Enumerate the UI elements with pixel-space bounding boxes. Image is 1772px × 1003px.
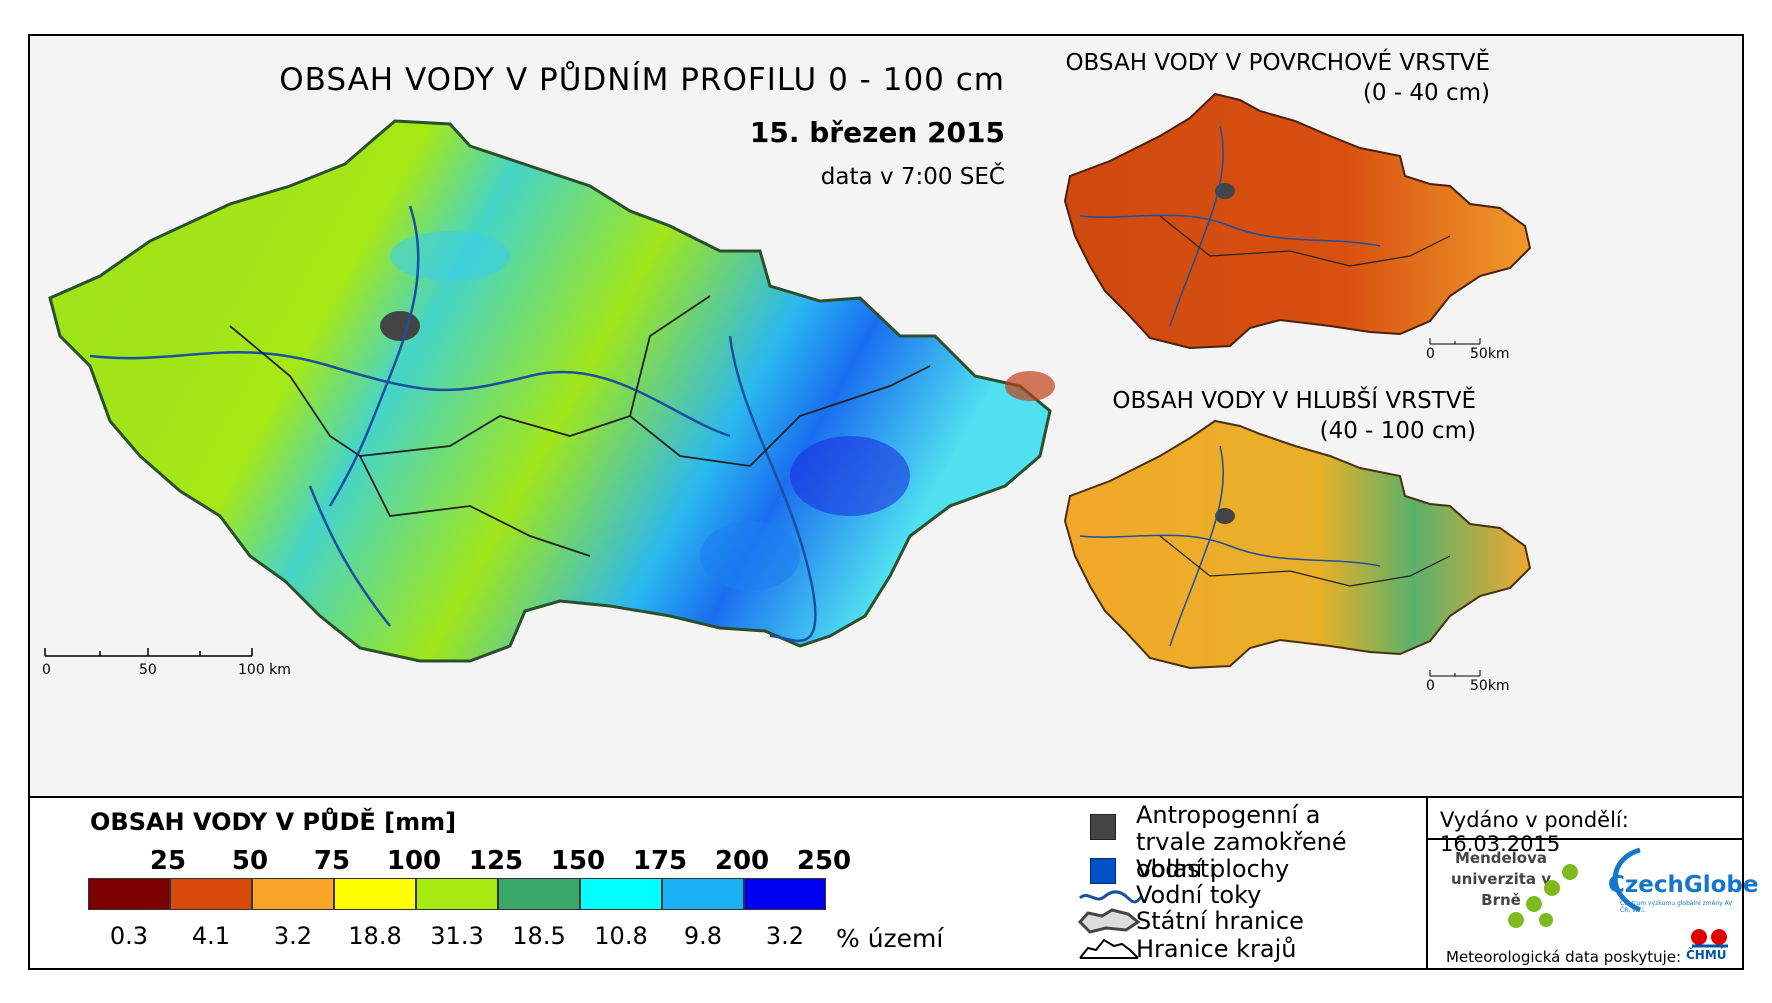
river-symbol <box>1078 890 1144 904</box>
key-rivers: Vodní toky <box>1136 881 1262 909</box>
surface-map-title: OBSAH VODY V POVRCHOVÉ VRSTVĚ <box>1065 50 1490 76</box>
deep-scale-bar <box>1429 670 1481 677</box>
legend-swatch <box>88 878 170 910</box>
legend-bound: 125 <box>468 846 524 876</box>
legend-percentage: 3.2 <box>765 922 805 950</box>
legend-percentage: 31.3 <box>430 922 484 950</box>
surface-map-subtitle: (0 - 40 cm) <box>1362 80 1490 106</box>
legend-percentage: 9.8 <box>683 922 723 950</box>
key-state-border: Státní hranice <box>1136 907 1304 935</box>
surface-scale-bar <box>1429 338 1481 345</box>
legend-swatch <box>170 878 252 910</box>
legend-title: OBSAH VODY V PŮDĚ [mm] <box>90 808 457 836</box>
anthropogenic-area-symbol <box>1090 814 1116 840</box>
czechglobe-arc-icon <box>1612 847 1642 913</box>
legend-bound: 200 <box>714 846 770 876</box>
main-scale-bar <box>44 648 253 657</box>
deep-map-subtitle: (40 - 100 cm) <box>1319 418 1476 444</box>
mendel-logo-dots <box>1508 864 1578 928</box>
key-water-bodies: Vodní plochy <box>1136 855 1290 883</box>
legend-swatch <box>580 878 662 910</box>
mendel-logo-text: Mendelova univerzita v Brně <box>1451 849 1552 909</box>
footer-divider-vertical <box>1426 798 1428 970</box>
map-frame: OBSAH VODY V PŮDNÍM PROFILU 0 - 100 cm 1… <box>28 34 1759 970</box>
legend-bound: 25 <box>149 846 187 876</box>
legend-swatch <box>252 878 334 910</box>
main-scale-100: 100 km <box>238 662 291 678</box>
key-region-border: Hranice krajů <box>1136 935 1297 963</box>
surface-map <box>1063 92 1532 350</box>
surface-scale-50: 50km <box>1470 346 1510 362</box>
legend-bound: 100 <box>386 846 442 876</box>
meteo-provider-text: Meteorologická data poskytuje: <box>1446 948 1682 966</box>
legend-bound: 250 <box>796 846 852 876</box>
region-border-symbol <box>1079 938 1139 959</box>
legend-swatch <box>416 878 498 910</box>
legend-bound: 175 <box>632 846 688 876</box>
issued-date: Vydáno v pondělí: 16.03.2015 <box>1440 808 1629 856</box>
surface-map-title-block: OBSAH VODY V POVRCHOVÉ VRSTVĚ (0 - 40 cm… <box>1030 48 1490 108</box>
chmu-logo-text: ČHMÚ <box>1686 948 1727 962</box>
legend-percentage: 0.3 <box>109 922 149 950</box>
legend-percentage: 3.2 <box>273 922 313 950</box>
key-anthropogenic: Antropogenní a trvale zamokřené oblasti <box>1136 801 1347 883</box>
maps-area: OBSAH VODY V PŮDNÍM PROFILU 0 - 100 cm 1… <box>30 36 1742 796</box>
legend-bound: 75 <box>313 846 351 876</box>
czechglobe-logo-text: CzechGlobe <box>1608 872 1759 898</box>
deep-scale-50: 50km <box>1470 678 1510 694</box>
state-border-symbol <box>1077 908 1141 934</box>
water-body-symbol <box>1090 858 1116 884</box>
czechglobe-logo-subtext: Centrum výzkumu globální změny AV ČR, v.… <box>1620 900 1733 914</box>
surface-scale-0: 0 <box>1426 346 1435 362</box>
legend-swatch <box>334 878 416 910</box>
main-map-date: 15. březen 2015 <box>749 116 1005 149</box>
footer-divider-horizontal <box>1426 838 1742 840</box>
legend-percentage: 4.1 <box>191 922 231 950</box>
legend-bound: 50 <box>231 846 269 876</box>
chmu-logo-icon <box>1691 929 1728 948</box>
main-scale-0: 0 <box>42 662 51 678</box>
legend-swatch <box>498 878 580 910</box>
legend-swatch <box>744 878 826 910</box>
main-country-shape <box>48 119 1055 663</box>
legend-area: OBSAH VODY V PŮDĚ [mm] 25 50 75 100 125 … <box>30 796 1759 970</box>
legend-percentage: 18.5 <box>512 922 566 950</box>
legend-swatch <box>662 878 744 910</box>
legend-percent-unit: % území <box>836 924 944 953</box>
legend-percentage: 10.8 <box>594 922 648 950</box>
legend-percentage: 18.8 <box>348 922 402 950</box>
main-map-title: OBSAH VODY V PŮDNÍM PROFILU 0 - 100 cm <box>279 62 1005 98</box>
main-scale-50: 50 <box>139 662 157 678</box>
deep-scale-0: 0 <box>1426 678 1435 694</box>
main-map-time: data v 7:00 SEČ <box>820 164 1005 190</box>
deep-map <box>1063 419 1532 670</box>
main-map <box>44 92 1532 677</box>
deep-map-title: OBSAH VODY V HLUBŠÍ VRSTVĚ <box>1112 388 1476 414</box>
deep-map-title-block: OBSAH VODY V HLUBŠÍ VRSTVĚ (40 - 100 cm) <box>1030 386 1476 446</box>
legend-bound: 150 <box>550 846 606 876</box>
